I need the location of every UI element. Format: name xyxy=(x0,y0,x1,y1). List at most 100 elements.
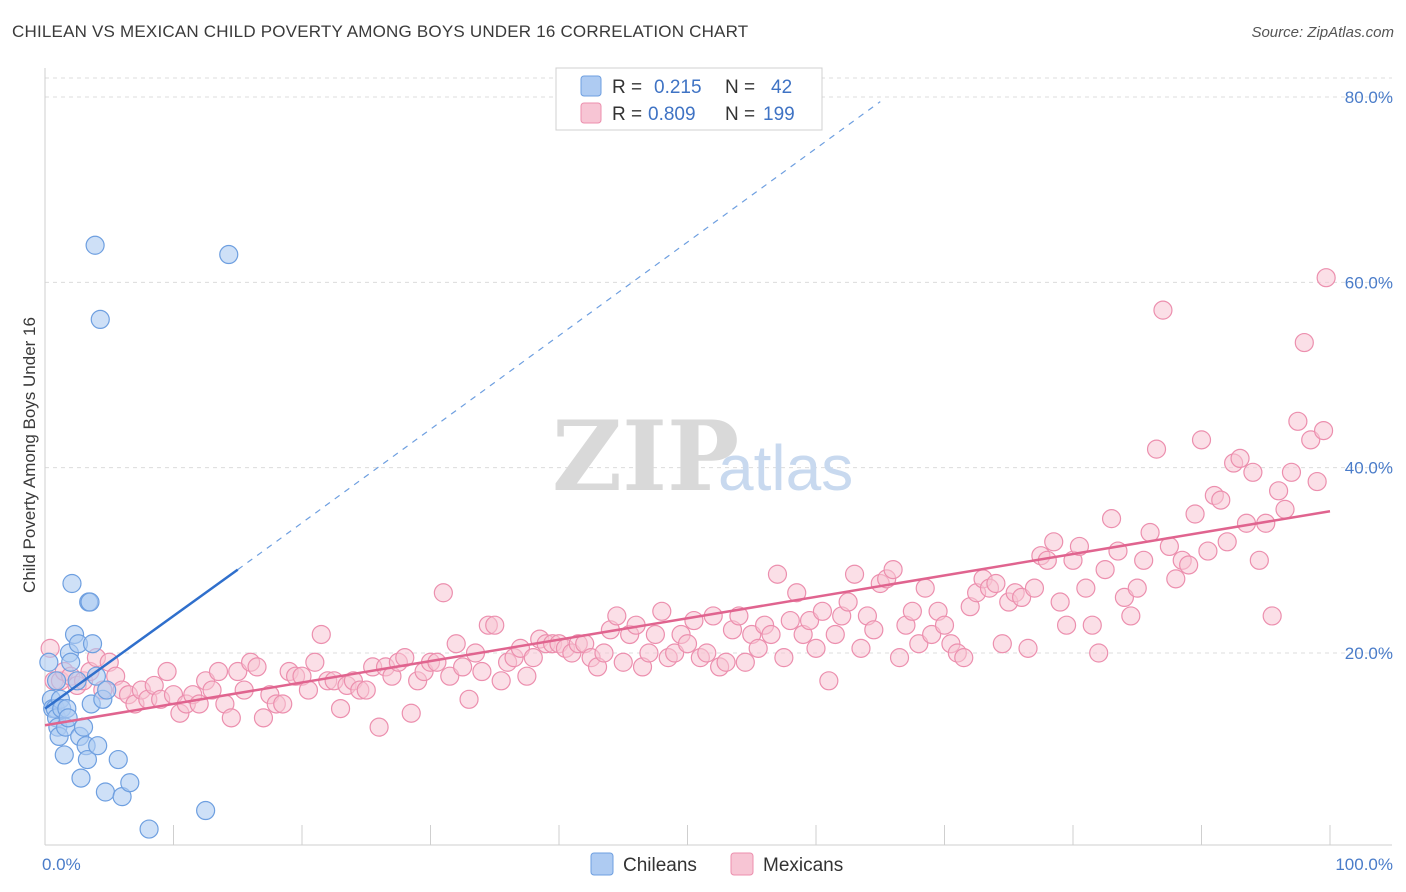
mexicans-point xyxy=(1166,569,1186,589)
mexicans-point xyxy=(298,680,319,700)
mexicans-point xyxy=(523,648,543,668)
mexicans-point xyxy=(819,671,839,691)
legend-r-value-1: 0.215 xyxy=(654,77,702,98)
bottom-legend-chileans: Chileans xyxy=(623,855,697,876)
mexicans-point xyxy=(1211,490,1231,510)
mexicans-point xyxy=(1024,578,1045,598)
mexicans-point xyxy=(1146,439,1167,459)
mexicans-points xyxy=(40,268,1336,737)
mexicans-point xyxy=(799,610,820,631)
mexicans-point xyxy=(992,634,1012,654)
chileans-point xyxy=(39,652,59,672)
mexicans-point xyxy=(1198,541,1218,561)
bottom-legend: Chileans Mexicans xyxy=(590,852,843,876)
mexicans-point xyxy=(433,583,453,603)
mexicans-point xyxy=(780,610,800,631)
mexicans-point xyxy=(1082,615,1102,635)
mexicans-point xyxy=(472,661,492,682)
mexicans-point xyxy=(883,559,903,580)
mexicans-point xyxy=(395,648,415,668)
trend-lines xyxy=(44,101,1331,727)
x-tick-labels: 0.0% 100.0% xyxy=(42,855,1393,874)
mexicans-point xyxy=(1179,555,1199,575)
mexicans-point xyxy=(459,689,479,709)
chileans-point xyxy=(95,782,115,802)
chileans-point xyxy=(85,235,105,255)
mexicans-point xyxy=(311,624,331,645)
mexicans-point xyxy=(1243,462,1263,482)
watermark: ZIP atlas xyxy=(552,400,853,513)
mexicans-point xyxy=(157,661,177,682)
mexicans-point xyxy=(665,643,685,663)
axes xyxy=(44,68,1392,846)
mexicans-point xyxy=(1185,504,1205,524)
legend-r-label-2: R = xyxy=(612,104,642,125)
chileans-point xyxy=(97,680,117,700)
mexicans-point xyxy=(1153,300,1173,320)
chileans-point xyxy=(88,736,108,756)
chileans-point xyxy=(108,749,128,770)
chileans-point xyxy=(46,671,67,691)
mexicans-point xyxy=(767,564,788,584)
mexicans-point xyxy=(221,708,241,728)
chileans-point xyxy=(82,634,103,654)
mexicans-point xyxy=(453,657,473,677)
mexicans-point xyxy=(851,638,871,658)
mexicans-point xyxy=(761,624,781,645)
mexicans-point xyxy=(1281,462,1302,482)
mexicans-point xyxy=(485,615,505,635)
mexicans-point xyxy=(825,624,845,645)
mexicans-point xyxy=(889,648,910,668)
mexicans-point xyxy=(1140,522,1160,543)
mexicans-point xyxy=(684,610,704,631)
mexicans-point xyxy=(1127,578,1147,598)
mexicans-point xyxy=(1095,559,1115,580)
mexicans-point xyxy=(864,620,884,640)
mexicans-point xyxy=(330,698,351,719)
mexicans-point xyxy=(1056,615,1077,635)
legend-n-label-1: N = xyxy=(725,77,755,98)
mexicans-point xyxy=(517,666,537,686)
mexicans-point xyxy=(1288,411,1308,431)
mexicans-point xyxy=(1050,592,1070,612)
mexicans-point xyxy=(1076,578,1096,598)
legend-n-label-2: N = xyxy=(725,104,755,125)
mexicans-point xyxy=(748,638,768,658)
chileans-point xyxy=(54,745,74,765)
mexicans-point xyxy=(305,652,325,672)
mexicans-point xyxy=(934,615,955,635)
mexicans-point xyxy=(208,661,229,682)
mexicans-point xyxy=(677,634,698,654)
chileans-point xyxy=(90,309,110,329)
chileans-point xyxy=(80,592,100,612)
mexicans-point xyxy=(902,601,922,621)
mexicans-point xyxy=(1268,481,1289,501)
mexicans-point xyxy=(1294,332,1314,353)
x-tick-label: 0.0% xyxy=(42,855,81,874)
mexicans-point xyxy=(1018,638,1038,658)
y-axis-label: Child Poverty Among Boys Under 16 xyxy=(20,317,39,593)
mexicans-point xyxy=(915,578,935,598)
legend-n-value-1: 42 xyxy=(771,77,792,98)
x-tick-label: 100.0% xyxy=(1335,855,1393,874)
legend: R = 0.215 N = 42 R = 0.809 N = 199 xyxy=(555,67,823,131)
y-tick-label: 60.0% xyxy=(1345,273,1393,292)
mexicans-point xyxy=(369,717,389,737)
mexicans-point xyxy=(613,652,633,672)
mexicans-point xyxy=(491,671,511,691)
chileans-trend-extension xyxy=(237,101,881,571)
legend-swatch-chileans xyxy=(580,75,602,97)
y-tick-label: 20.0% xyxy=(1345,644,1393,663)
mexicans-point xyxy=(247,657,267,677)
mexicans-point xyxy=(922,624,942,645)
mexicans-point xyxy=(1316,268,1336,288)
chileans-trend-line xyxy=(44,568,239,710)
bottom-legend-mexicans: Mexicans xyxy=(763,855,843,876)
mexicans-point xyxy=(1089,643,1109,663)
mexicans-point xyxy=(806,638,826,658)
chileans-points xyxy=(39,235,239,839)
mexicans-point xyxy=(1069,536,1090,557)
watermark-atlas: atlas xyxy=(718,432,853,504)
mexicans-point xyxy=(1217,532,1237,552)
chileans-point xyxy=(62,573,82,594)
